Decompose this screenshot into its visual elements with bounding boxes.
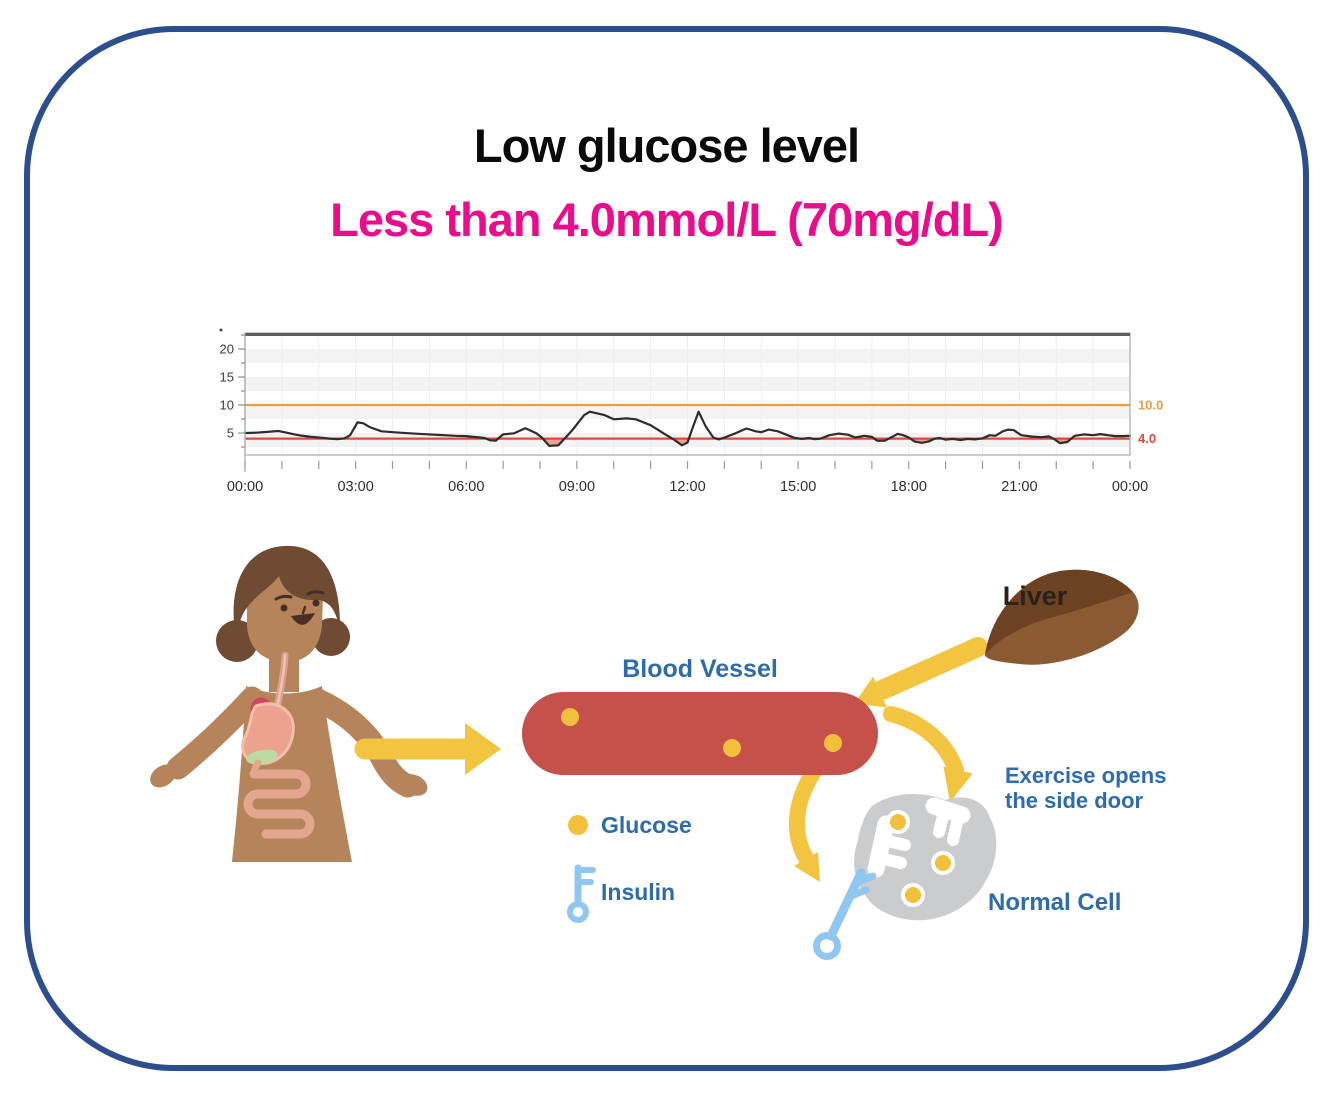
person-left-arm bbox=[166, 686, 264, 780]
glucose-24h-chart: 10.0 4.0 5 10 15 20 00:00 03:00 06:00 09:00 12:00 1… bbox=[219, 328, 1163, 495]
cell-lock-icon-left bbox=[867, 815, 911, 878]
gallbladder-shape bbox=[246, 749, 278, 765]
x-axis-label: 09:00 bbox=[559, 479, 595, 495]
y-axis-label: 5 bbox=[227, 426, 234, 441]
legend-insulin-key-icon bbox=[567, 864, 596, 923]
insulin-legend-label: Insulin bbox=[601, 879, 676, 905]
nose-icon bbox=[301, 605, 307, 615]
glucose-trace bbox=[243, 410, 1132, 447]
stray-dot bbox=[219, 328, 223, 332]
digestive-organs bbox=[241, 651, 315, 839]
legend-glucose-dot bbox=[568, 815, 588, 835]
x-axis-label: 00:00 bbox=[227, 479, 263, 495]
person-left-hand bbox=[150, 764, 176, 788]
person-right-arm bbox=[306, 688, 420, 798]
left-eyebrow-icon bbox=[274, 594, 293, 601]
person-hair bbox=[233, 545, 341, 640]
x-axis-label: 12:00 bbox=[669, 479, 705, 495]
x-axis-label: 06:00 bbox=[448, 479, 484, 495]
normal-cell-label: Normal Cell bbox=[988, 889, 1122, 916]
liver-to-vessel-arrow bbox=[854, 637, 988, 708]
hair-bun-left-icon bbox=[216, 620, 258, 662]
cell-glucose-dot-1 bbox=[886, 810, 910, 834]
exercise-side-door-label: Exercise opens the side door bbox=[1005, 763, 1167, 813]
normal-cell-shape bbox=[854, 794, 997, 921]
exercise-arrowhead-icon bbox=[943, 766, 973, 802]
threshold-label-high: 10.0 bbox=[1138, 398, 1163, 413]
smile-mouth-icon bbox=[291, 613, 315, 625]
y-axis-label: 10 bbox=[220, 398, 234, 413]
x-axis-label: 03:00 bbox=[337, 479, 373, 495]
intestines-shape bbox=[243, 769, 315, 839]
exercise-side-door-arrow bbox=[883, 706, 973, 802]
glucose-dot-3 bbox=[824, 734, 842, 752]
person-figure bbox=[150, 545, 428, 862]
rounded-border-frame bbox=[24, 26, 1309, 1071]
glucose-dot-2 bbox=[723, 739, 741, 757]
page-title: Low glucose level bbox=[473, 119, 860, 172]
y-axis-label: 20 bbox=[220, 342, 234, 357]
page-subtitle: Less than 4.0mmol/L (70mg/dL) bbox=[330, 193, 1004, 246]
liver-arrowhead-icon bbox=[854, 676, 887, 708]
glucose-legend-label: Glucose bbox=[601, 812, 692, 838]
x-axis-label: 15:00 bbox=[780, 479, 816, 495]
left-eye-icon bbox=[280, 604, 288, 612]
insulin-key-icon bbox=[813, 868, 877, 960]
liver-shape bbox=[985, 569, 1139, 665]
insulin-arrowhead-icon bbox=[794, 852, 820, 882]
blood-vessel-label: Blood Vessel bbox=[622, 655, 778, 683]
y-axis-label: 15 bbox=[220, 370, 234, 385]
digestion-arrowhead-icon bbox=[465, 723, 501, 775]
right-eye-icon bbox=[312, 599, 320, 607]
liver-label: Liver bbox=[1002, 581, 1068, 611]
x-axis-label: 21:00 bbox=[1001, 479, 1037, 495]
x-axis-label: 00:00 bbox=[1112, 479, 1148, 495]
threshold-label-low: 4.0 bbox=[1138, 431, 1156, 446]
person-right-hand bbox=[400, 774, 428, 796]
cell-lock-icon-top bbox=[925, 797, 971, 846]
cell-glucose-dot-3 bbox=[901, 883, 925, 907]
person-face-features bbox=[274, 590, 325, 625]
glucose-mechanism-illustration bbox=[150, 545, 1139, 960]
x-axis-label: 18:00 bbox=[891, 479, 927, 495]
blood-vessel-shape bbox=[522, 692, 878, 775]
insulin-unlock-arrow bbox=[788, 762, 823, 882]
glucose-dot-1 bbox=[561, 708, 579, 726]
cell-glucose-dot-2 bbox=[931, 851, 955, 875]
digestion-arrow bbox=[354, 723, 501, 775]
right-eyebrow-icon bbox=[306, 590, 325, 596]
